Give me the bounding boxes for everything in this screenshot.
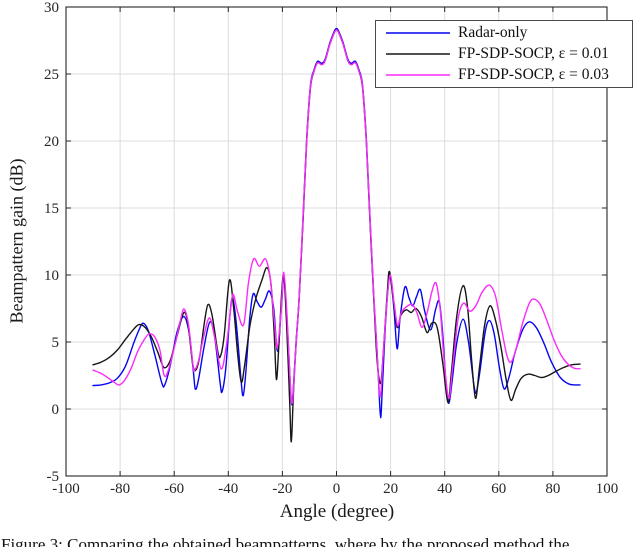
legend-entry-fp-sdp-socp-001: FP-SDP-SOCP, ε = 0.01 <box>376 44 632 65</box>
legend-label: Radar-only <box>458 24 528 42</box>
x-tick-label: 40 <box>437 481 452 497</box>
x-tick-label: 0 <box>333 481 341 497</box>
legend-line-sample <box>386 53 450 55</box>
curve-radar-only <box>92 27 581 419</box>
legend-line-sample <box>386 73 450 76</box>
legend-label: FP-SDP-SOCP, ε = 0.01 <box>458 45 609 62</box>
y-tick-label: 20 <box>44 134 59 150</box>
legend-entry-radar-only: Radar-only <box>376 23 632 44</box>
legend: Radar-only FP-SDP-SOCP, ε = 0.01 FP-SDP-… <box>375 20 633 88</box>
y-tick-label: 30 <box>44 0 59 16</box>
legend-entry-fp-sdp-socp-003: FP-SDP-SOCP, ε = 0.03 <box>376 64 632 85</box>
x-tick-label: 100 <box>596 481 619 497</box>
x-tick-label: -80 <box>110 481 130 497</box>
curve-fp-sdp-socp-0-03 <box>92 29 581 405</box>
x-tick-label: 60 <box>491 481 506 497</box>
y-tick-label: 0 <box>52 402 60 418</box>
y-tick-label: 5 <box>52 335 60 351</box>
y-tick-label: 10 <box>44 268 59 284</box>
x-tick-label: -100 <box>52 481 80 497</box>
y-tick-label: 25 <box>44 67 59 83</box>
x-tick-label: -20 <box>272 481 292 497</box>
y-axis-label: Beampattern gain (dB) <box>6 158 27 324</box>
x-tick-label: -40 <box>218 481 238 497</box>
x-tick-label: -60 <box>164 481 184 497</box>
figure-caption: Figure 3: Comparing the obtained beampat… <box>1 535 570 547</box>
legend-line-sample <box>386 32 450 35</box>
y-tick-label: 15 <box>44 201 59 217</box>
x-tick-label: 80 <box>545 481 560 497</box>
x-axis-label: Angle (degree) <box>279 501 395 522</box>
legend-label: FP-SDP-SOCP, ε = 0.03 <box>458 65 609 83</box>
y-tick-label: -5 <box>47 469 60 485</box>
x-tick-label: 20 <box>383 481 398 497</box>
